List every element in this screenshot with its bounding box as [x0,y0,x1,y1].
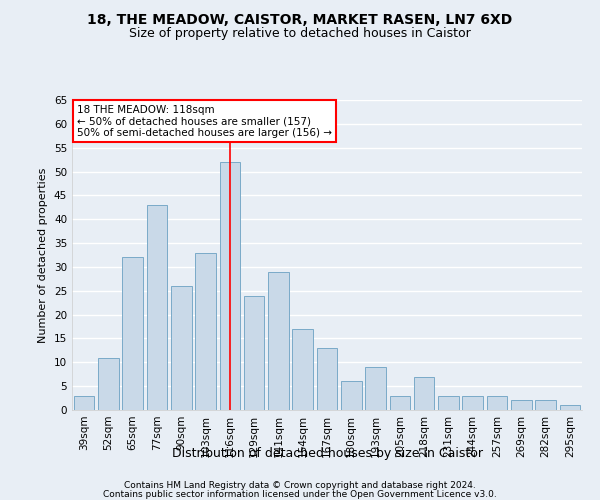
Bar [414,376,434,410]
Text: Distribution of detached houses by size in Caistor: Distribution of detached houses by size … [172,448,482,460]
Text: 18, THE MEADOW, CAISTOR, MARKET RASEN, LN7 6XD: 18, THE MEADOW, CAISTOR, MARKET RASEN, L… [88,12,512,26]
Bar [365,367,386,410]
Bar [292,329,313,410]
Bar [146,205,167,410]
Bar [195,252,216,410]
Bar [74,396,94,410]
Bar [98,358,119,410]
Bar [268,272,289,410]
Bar [220,162,240,410]
Bar [535,400,556,410]
Bar [389,396,410,410]
Text: 18 THE MEADOW: 118sqm
← 50% of detached houses are smaller (157)
50% of semi-det: 18 THE MEADOW: 118sqm ← 50% of detached … [77,104,332,138]
Bar [511,400,532,410]
Bar [463,396,483,410]
Text: Size of property relative to detached houses in Caistor: Size of property relative to detached ho… [129,28,471,40]
Bar [317,348,337,410]
Bar [171,286,191,410]
Bar [487,396,508,410]
Text: Contains public sector information licensed under the Open Government Licence v3: Contains public sector information licen… [103,490,497,499]
Bar [341,382,362,410]
Bar [438,396,459,410]
Text: Contains HM Land Registry data © Crown copyright and database right 2024.: Contains HM Land Registry data © Crown c… [124,481,476,490]
Bar [244,296,265,410]
Y-axis label: Number of detached properties: Number of detached properties [38,168,49,342]
Bar [560,405,580,410]
Bar [122,258,143,410]
